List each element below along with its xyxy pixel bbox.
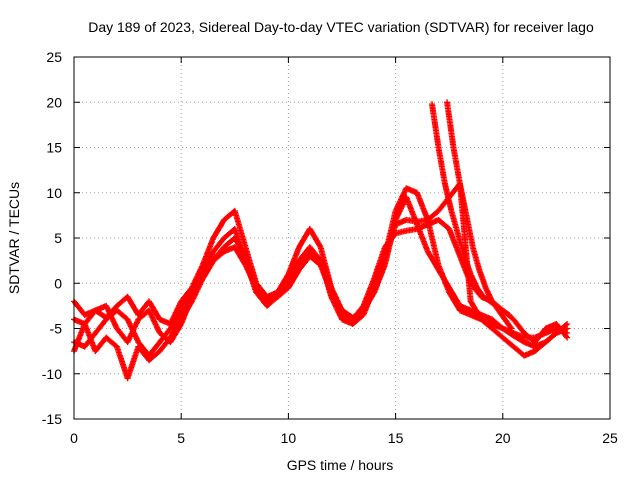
y-tick-label: -5 xyxy=(50,321,63,337)
chart-title: Day 189 of 2023, Sidereal Day-to-day VTE… xyxy=(88,19,594,35)
data-markers xyxy=(71,99,571,382)
x-tick-label: 10 xyxy=(281,430,297,446)
y-tick-label: 15 xyxy=(46,140,62,156)
x-tick-label: 5 xyxy=(177,430,185,446)
y-tick-label: -15 xyxy=(42,411,62,427)
y-tick-label: 0 xyxy=(54,275,62,291)
y-axis-label: SDTVAR / TECUs xyxy=(6,182,22,294)
axis-ticks: 0 5 10 15 20 25 -15 -10 -5 0 5 10 15 20 25 xyxy=(42,49,618,446)
y-tick-label: 20 xyxy=(46,94,62,110)
y-tick-label: -10 xyxy=(42,366,62,382)
y-tick-label: 5 xyxy=(54,230,62,246)
x-tick-label: 25 xyxy=(602,430,618,446)
grid-lines xyxy=(74,57,610,419)
x-tick-label: 0 xyxy=(70,430,78,446)
x-tick-label: 20 xyxy=(495,430,511,446)
x-tick-label: 15 xyxy=(388,430,404,446)
y-tick-label: 25 xyxy=(46,49,62,65)
series-track-f xyxy=(444,99,515,332)
x-axis-label: GPS time / hours xyxy=(287,457,394,473)
y-tick-label: 10 xyxy=(46,185,62,201)
